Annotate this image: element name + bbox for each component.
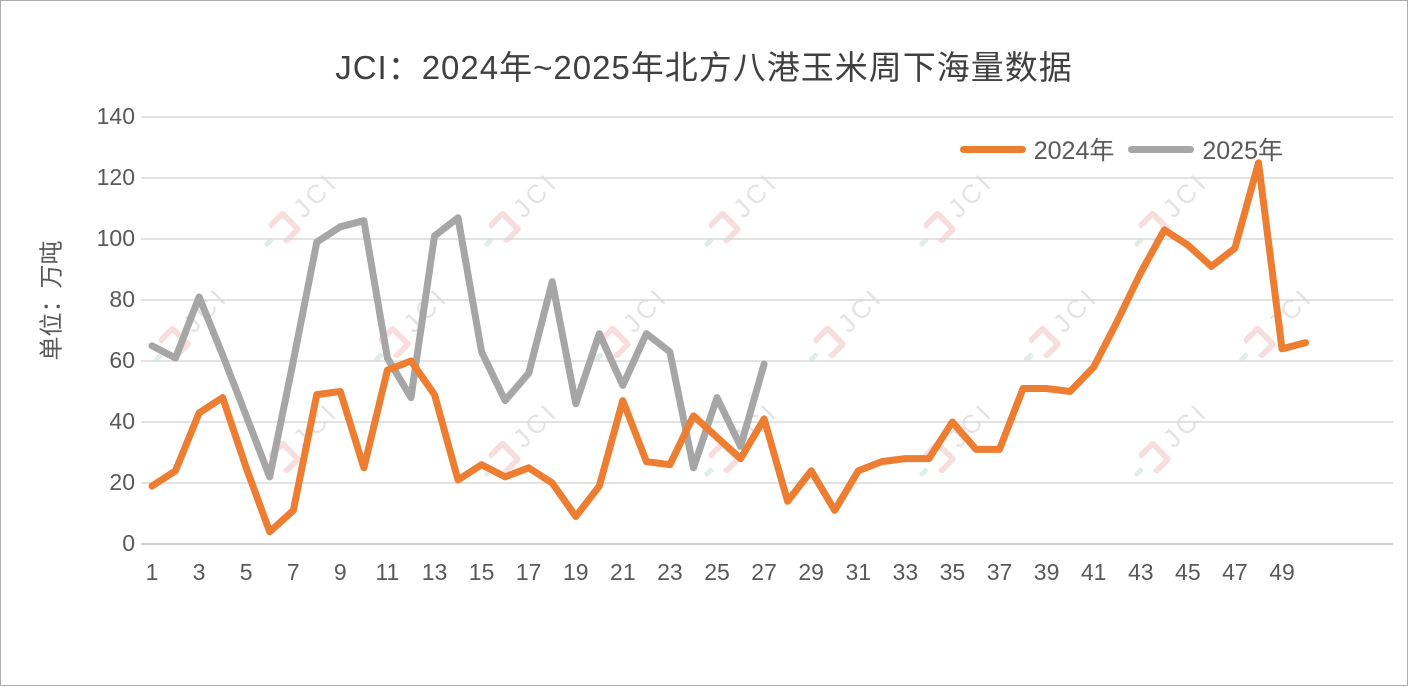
- x-tick-label: 33: [892, 559, 919, 585]
- x-tick-label: 37: [986, 559, 1013, 585]
- x-tick-label: 23: [657, 559, 683, 585]
- x-tick-label: 15: [468, 559, 495, 585]
- x-tick-label: 9: [333, 559, 347, 585]
- legend-swatch-2024: [959, 145, 1026, 153]
- x-tick-label: 29: [798, 559, 824, 585]
- x-tick-label: 35: [939, 559, 966, 585]
- y-tick-label: 140: [96, 103, 135, 129]
- legend-label-2024: 2024年: [1033, 137, 1115, 165]
- series-2025年-line: [148, 214, 768, 481]
- legend: 2024年 2025年: [959, 131, 1283, 167]
- y-tick-label: 60: [109, 347, 135, 373]
- legend-label-2025: 2025年: [1202, 137, 1283, 165]
- x-tick-label: 45: [1175, 559, 1201, 585]
- x-tick-label: 11: [375, 559, 400, 585]
- y-tick-label: 80: [109, 286, 135, 312]
- x-tick-label: 17: [515, 559, 542, 585]
- x-tick-label: 43: [1127, 559, 1154, 585]
- legend-item-2024: 2024年: [959, 131, 1115, 167]
- x-tick-label: 5: [239, 559, 253, 585]
- series-2024年-line: [148, 159, 1310, 536]
- x-tick-label: 49: [1269, 559, 1295, 585]
- x-tick-label: 13: [421, 559, 448, 585]
- x-tick-label: 27: [751, 559, 777, 585]
- y-tick-label: 100: [96, 225, 135, 251]
- x-tick-label: 7: [286, 559, 300, 585]
- x-tick-label: 47: [1222, 559, 1248, 585]
- x-tick-label: 41: [1080, 559, 1107, 585]
- x-tick-label: 21: [610, 559, 636, 585]
- x-tick-label: 31: [845, 559, 872, 585]
- y-tick-label: 120: [96, 164, 135, 190]
- x-tick-label: 39: [1033, 559, 1060, 585]
- y-tick-label: 40: [109, 408, 135, 434]
- chart-title: JCI：2024年~2025年北方八港玉米周下海量数据: [335, 49, 1073, 86]
- x-tick-label: 1: [145, 559, 159, 585]
- x-tick-label: 25: [704, 559, 730, 585]
- x-tick-label: 19: [562, 559, 589, 585]
- legend-item-2025: 2025年: [1128, 131, 1283, 167]
- legend-swatch-2025: [1128, 145, 1195, 153]
- x-tick-label: 3: [192, 559, 206, 585]
- y-tick-label: 20: [109, 469, 135, 495]
- y-tick-label: 0: [122, 530, 135, 556]
